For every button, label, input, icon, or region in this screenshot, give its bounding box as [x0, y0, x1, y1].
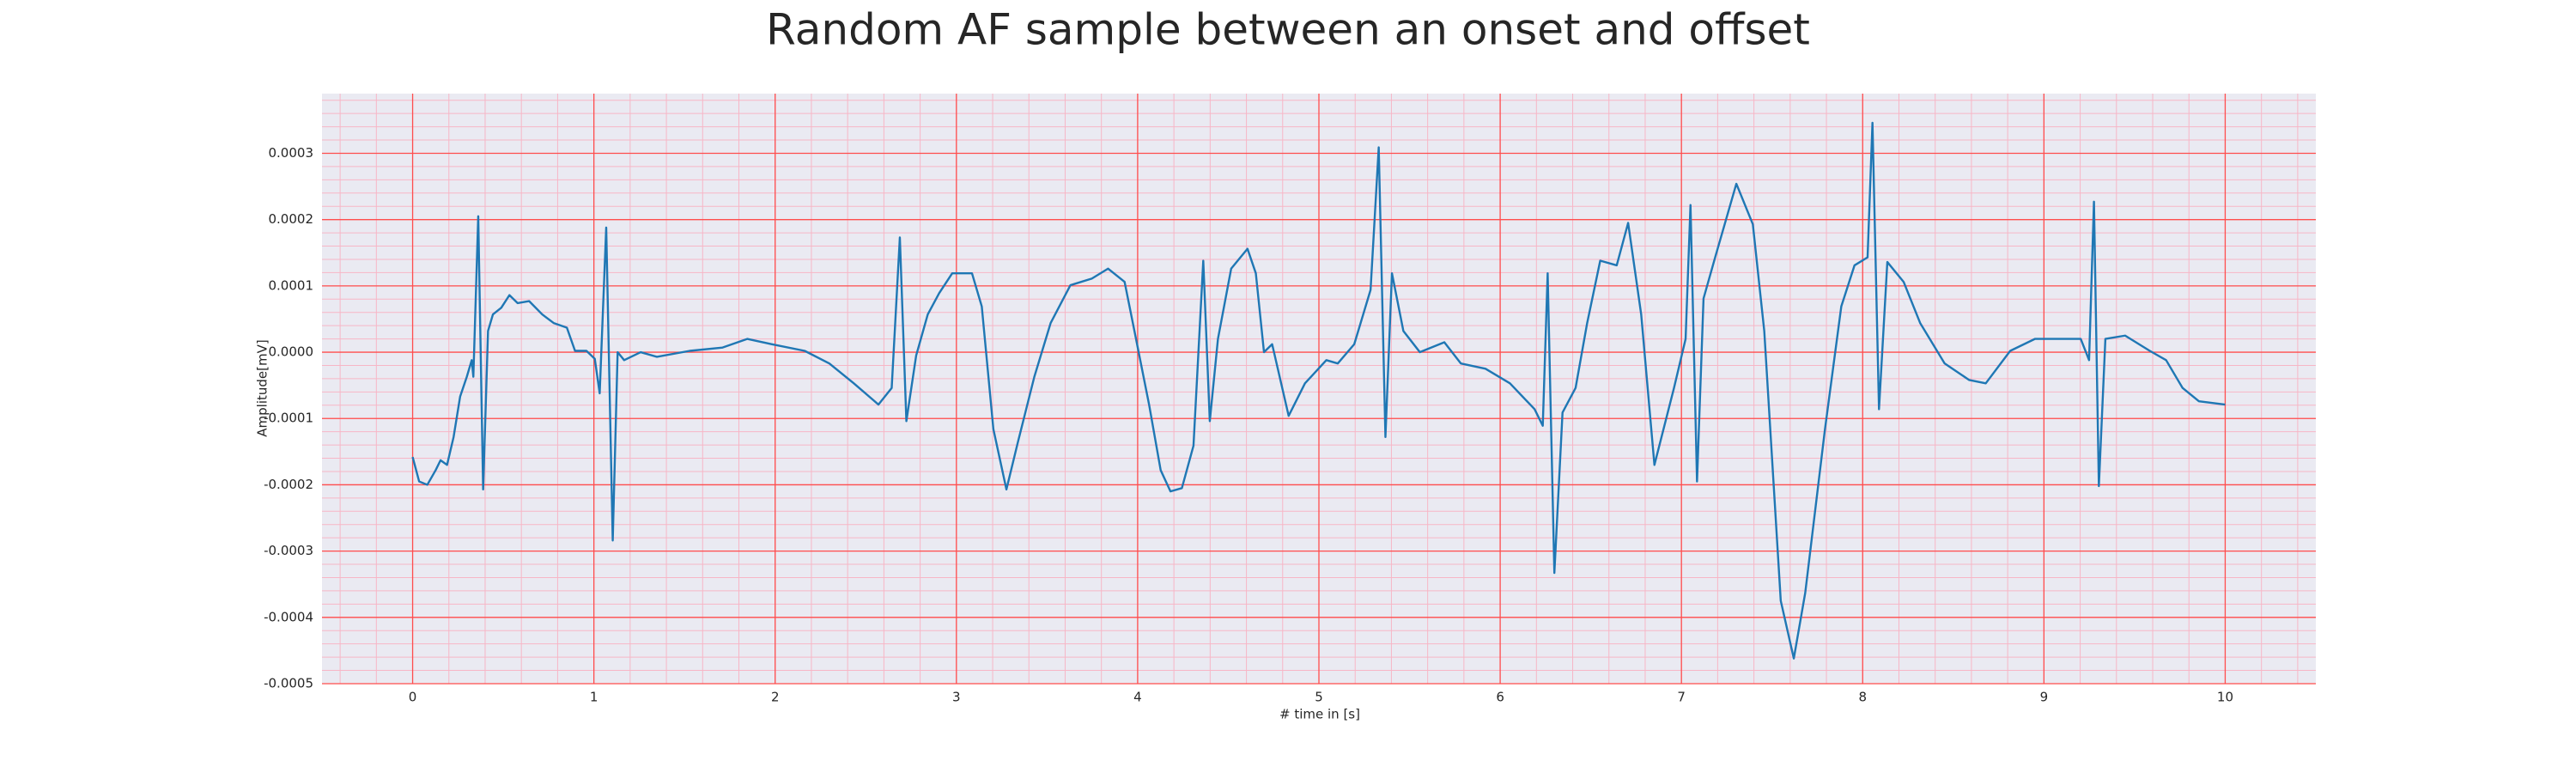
chart-title: Random AF sample between an onset and of…	[766, 5, 1810, 55]
x-tick-label: 2	[771, 690, 780, 705]
y-axis-label: Amplitude[mV]	[255, 339, 270, 436]
y-tick-label: 0.0003	[269, 145, 314, 161]
y-tick-label: -0.0001	[264, 411, 313, 426]
y-tick-label: -0.0003	[264, 543, 313, 558]
x-tick-label: 9	[2040, 690, 2049, 705]
x-tick-label: 10	[2217, 690, 2233, 705]
x-tick-label: 1	[590, 690, 598, 705]
x-tick-label: 4	[1133, 690, 1142, 705]
y-tick-label: 0.0001	[269, 277, 314, 293]
x-tick-label: 5	[1315, 690, 1323, 705]
x-tick-label: 0	[409, 690, 417, 705]
y-tick-label: 0.0002	[269, 211, 314, 227]
x-tick-label: 7	[1677, 690, 1686, 705]
y-tick-label: -0.0005	[264, 676, 313, 691]
x-axis-label: # time in [s]	[1279, 707, 1360, 722]
y-tick-label: -0.0004	[264, 609, 313, 624]
y-tick-label: 0.0000	[269, 344, 314, 360]
x-tick-label: 6	[1496, 690, 1504, 705]
y-tick-label: -0.0002	[264, 477, 313, 492]
x-tick-label: 3	[952, 690, 961, 705]
x-tick-label: 8	[1858, 690, 1867, 705]
signal-line	[411, 121, 2226, 660]
